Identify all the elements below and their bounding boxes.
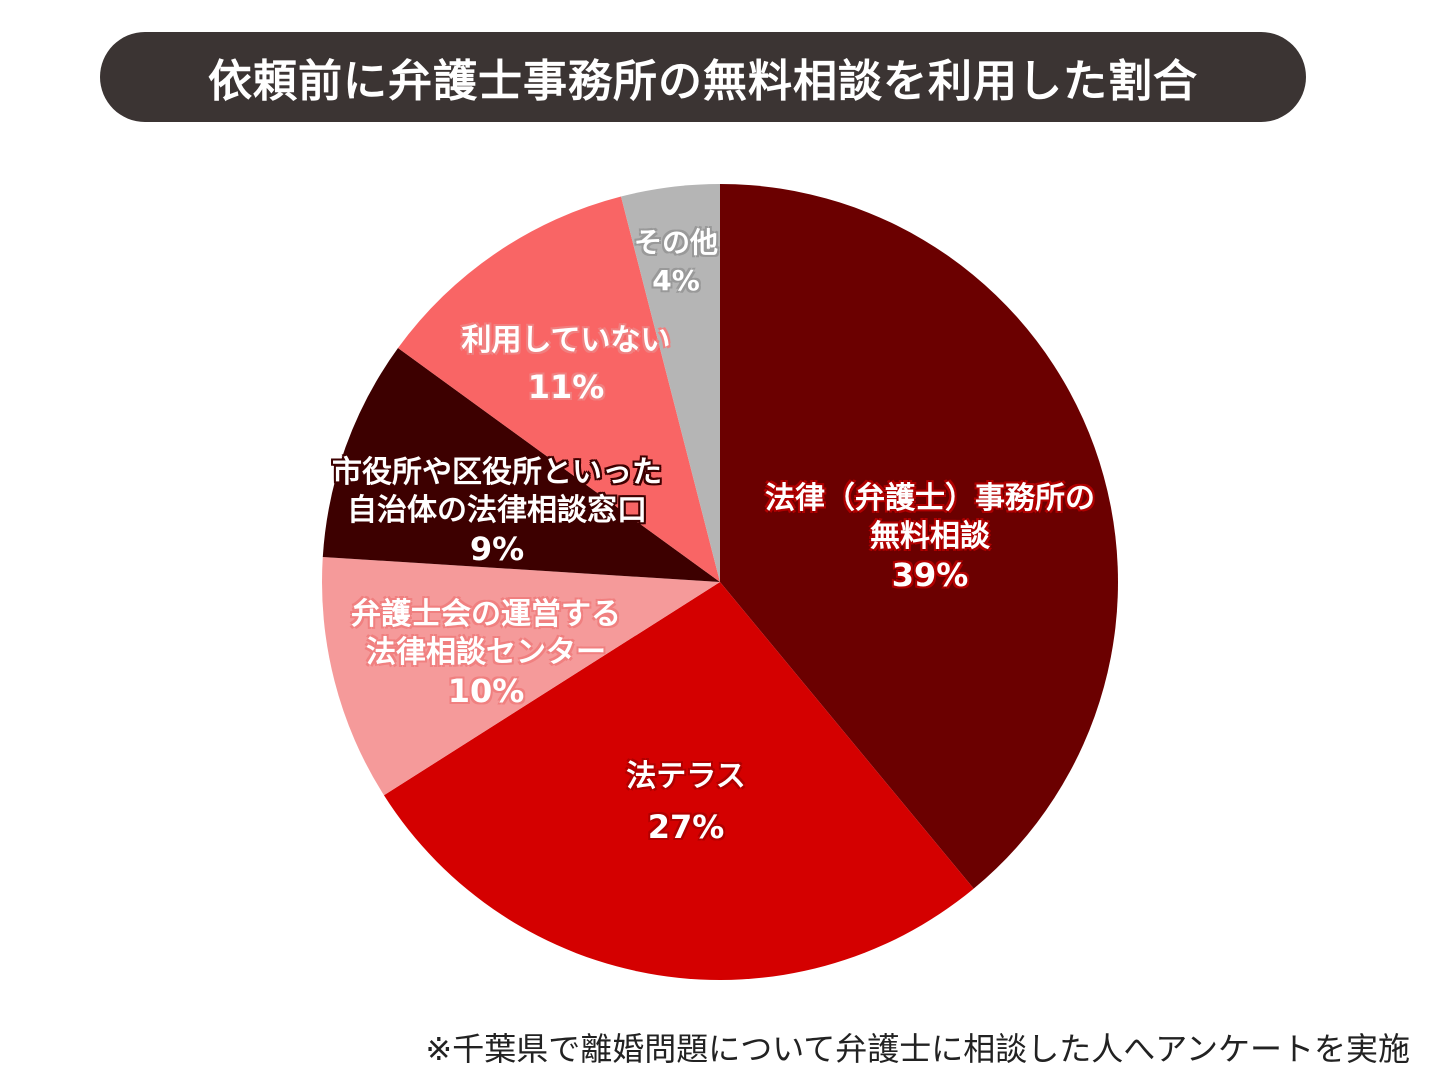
label-line: 法律（弁護士）事務所の: [765, 481, 1095, 516]
footnote: ※千葉県で離婚問題について弁護士に相談した人へアンケートを実施: [425, 1030, 1410, 1068]
slice-label-not-used: 利用していない 11%: [461, 322, 670, 406]
chart-title: 依頼前に弁護士事務所の無料相談を利用した割合: [208, 56, 1198, 107]
chart-title-banner: 依頼前に弁護士事務所の無料相談を利用した割合: [100, 32, 1306, 122]
label-line: 無料相談: [870, 519, 990, 554]
pie-slice: [322, 348, 720, 582]
slice-label-law-office: 法律（弁護士）事務所の 無料相談 39%: [765, 480, 1095, 594]
pie-slice: [383, 582, 974, 981]
pie-slice: [720, 184, 1118, 889]
pie-slice: [398, 196, 720, 582]
pie-slice: [322, 557, 720, 796]
label-line: 市役所や区役所といった: [332, 455, 662, 490]
pie-slice: [621, 184, 720, 582]
label-line: 法テラス: [626, 759, 746, 794]
label-line: 弁護士会の運営する: [351, 597, 621, 632]
slice-label-municipal: 市役所や区役所といった 自治体の法律相談窓口 9%: [332, 454, 662, 568]
label-percent: 9%: [469, 530, 525, 568]
label-percent: 27%: [647, 808, 725, 846]
label-percent: 11%: [527, 368, 605, 406]
label-line: 利用していない: [461, 323, 671, 358]
label-line: 自治体の法律相談窓口: [347, 493, 647, 528]
label-line: その他: [633, 226, 719, 259]
slice-label-bar-association: 弁護士会の運営する 法律相談センター 10%: [351, 596, 621, 710]
slice-label-houterasu: 法テラス 27%: [626, 758, 745, 846]
label-percent: 39%: [891, 556, 969, 594]
label-line: 法律相談センター: [366, 635, 606, 670]
label-percent: 4%: [652, 264, 700, 297]
label-percent: 10%: [447, 672, 525, 710]
slice-label-other: その他 4%: [634, 224, 718, 300]
